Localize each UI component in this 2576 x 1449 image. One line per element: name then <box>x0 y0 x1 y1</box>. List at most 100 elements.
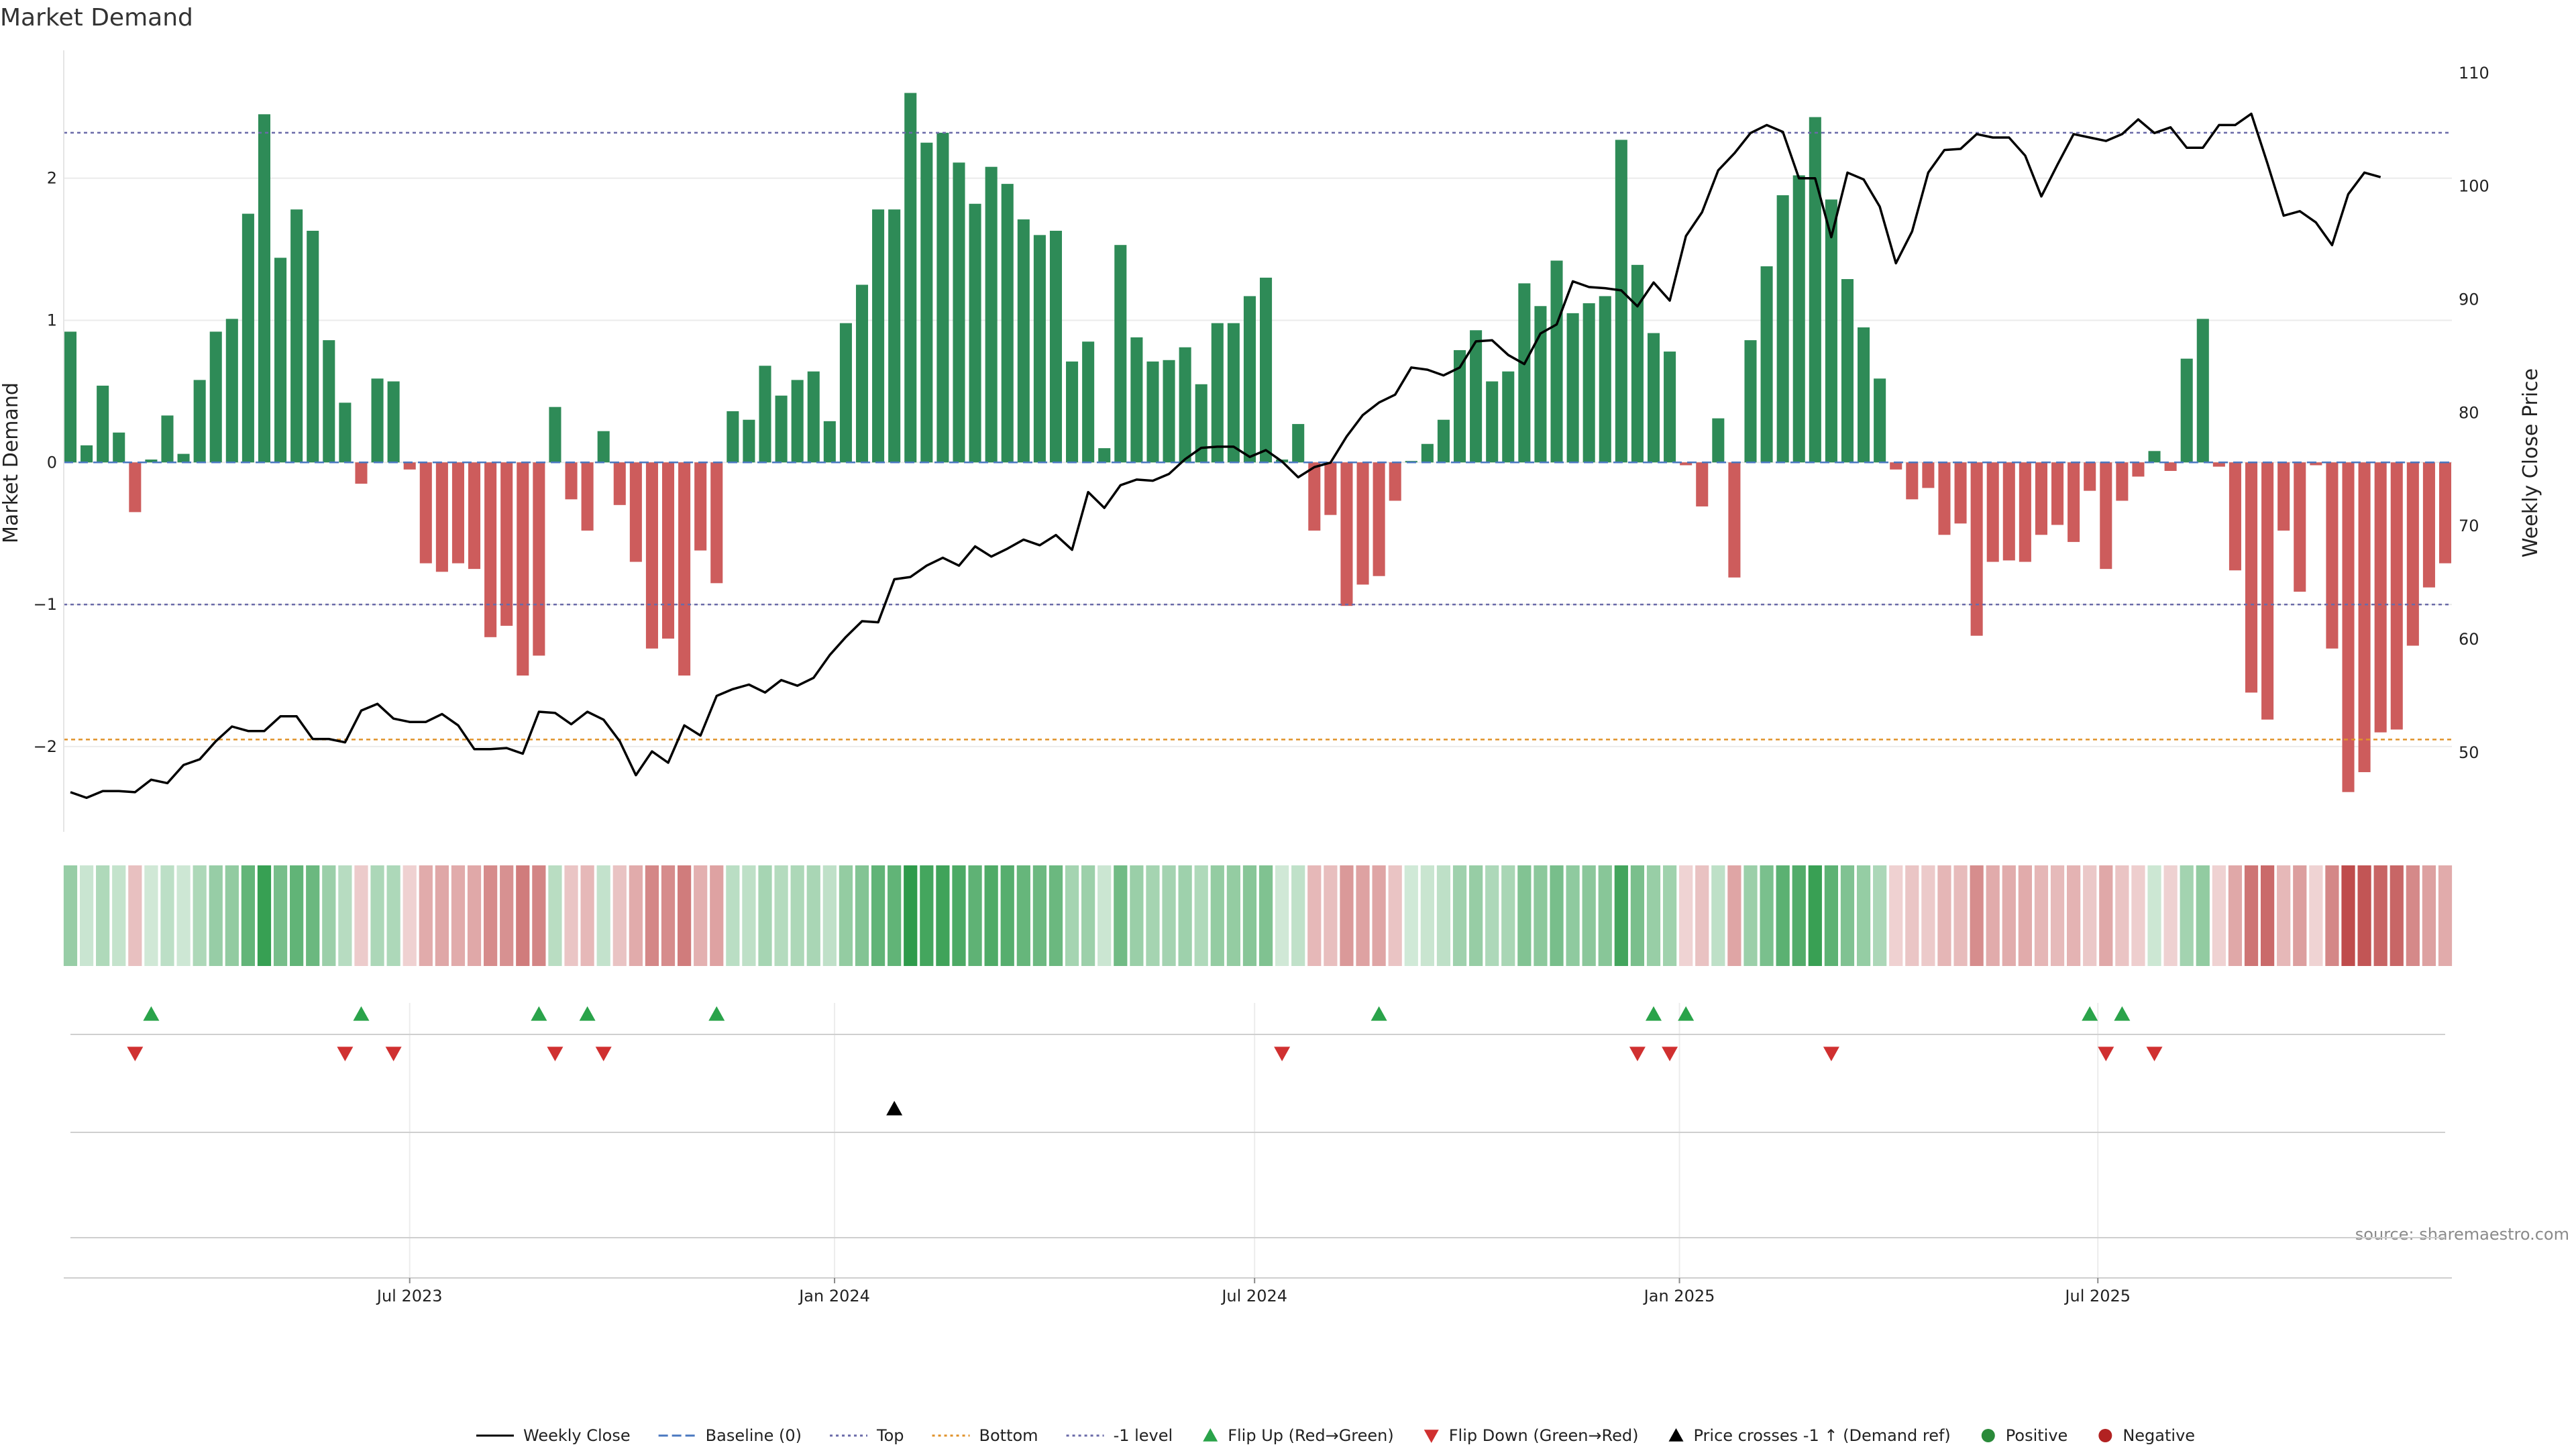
positive-demand-bar <box>1453 350 1466 463</box>
y-tick-label-left: 2 <box>47 169 57 188</box>
positive-demand-bar <box>1809 117 1821 463</box>
heatmap-cell <box>2422 865 2436 966</box>
heatmap-cell <box>1178 865 1192 966</box>
heatmap-cell <box>1824 865 1839 966</box>
positive-demand-bar <box>953 162 965 463</box>
heatmap-cell <box>144 865 158 966</box>
heatmap-cell <box>1372 865 1386 966</box>
heatmap-cell <box>273 865 288 966</box>
x-tick-label: Jan 2025 <box>1643 1287 1715 1305</box>
legend: Weekly Close Baseline (0) Top Bottom -1 leve… <box>476 1426 2195 1445</box>
legend-swatch-triangle <box>1668 1428 1684 1442</box>
heatmap-cell <box>1258 865 1273 966</box>
heatmap-cell <box>160 865 174 966</box>
heatmap-cell <box>209 865 223 966</box>
heatmap-cell <box>742 865 756 966</box>
negative-demand-bar <box>2084 462 2096 491</box>
negative-demand-bar <box>661 462 675 639</box>
flip-down-marker <box>385 1046 402 1061</box>
heatmap-cell <box>2180 865 2194 966</box>
heatmap-cell <box>63 865 78 966</box>
positive-demand-bar <box>1664 352 1676 463</box>
positive-demand-bar <box>1615 140 1627 463</box>
heatmap-cell <box>1937 865 1951 966</box>
flip-down-marker <box>337 1046 354 1061</box>
negative-demand-bar <box>2229 462 2241 571</box>
heatmap-cell <box>1324 865 1338 966</box>
heatmap-cell <box>1921 865 1935 966</box>
negative-demand-bar <box>2019 462 2031 562</box>
y-tick-label-right: 100 <box>2459 177 2489 196</box>
heatmap-cell <box>96 865 110 966</box>
positive-demand-bar <box>274 258 287 463</box>
heatmap-cell <box>1970 865 1984 966</box>
positive-demand-bar <box>1825 199 1837 463</box>
y-tick-label-right: 110 <box>2459 64 2489 83</box>
heatmap-cell <box>1194 865 1208 966</box>
heatmap-cell <box>1065 865 1079 966</box>
legend-label: Baseline (0) <box>706 1426 802 1445</box>
flip-up-marker <box>353 1006 370 1021</box>
flip-signals-panel <box>70 1006 2445 1061</box>
positive-demand-bar <box>1146 361 1159 463</box>
negative-demand-bar <box>1696 462 1709 506</box>
heatmap-cell <box>435 865 449 966</box>
heatmap-cell <box>1889 865 1903 966</box>
heatmap-cell <box>1485 865 1499 966</box>
heatmap-cell <box>2373 865 2387 966</box>
heatmap-cell <box>128 865 142 966</box>
flip-down-marker <box>1662 1046 1678 1061</box>
heatmap-cell <box>1081 865 1095 966</box>
demand-heatmap-strip <box>63 865 2453 966</box>
flip-up-marker <box>143 1006 160 1021</box>
heatmap-cell <box>2002 865 2016 966</box>
heatmap-cell <box>2244 865 2259 966</box>
heatmap-cell <box>677 865 692 966</box>
heatmap-cell <box>822 865 837 966</box>
heatmap-cell <box>1356 865 1370 966</box>
heatmap-cell <box>1840 865 1855 966</box>
negative-demand-bar <box>2245 462 2258 693</box>
heatmap-cell <box>871 865 885 966</box>
positive-demand-bar <box>1292 424 1305 463</box>
negative-demand-bar <box>2035 462 2047 535</box>
negative-demand-bar <box>1922 462 1935 488</box>
negative-demand-bar <box>533 462 545 656</box>
heatmap-cell <box>419 865 433 966</box>
legend-item: Flip Up (Red→Green) <box>1203 1426 1394 1445</box>
y-tick-label-right: 50 <box>2459 743 2479 762</box>
y-tick-label-left: 1 <box>47 311 57 329</box>
positive-demand-bar <box>80 445 93 463</box>
positive-demand-bar <box>113 432 125 463</box>
y-tick-label-right: 80 <box>2459 403 2479 422</box>
heatmap-cell <box>402 865 417 966</box>
positive-demand-bar <box>1599 296 1611 463</box>
positive-demand-bar <box>1502 371 1515 463</box>
heatmap-cell <box>257 865 272 966</box>
positive-demand-bar <box>1163 360 1175 463</box>
legend-item: Price crosses -1 ↑ (Demand ref) <box>1668 1426 1951 1445</box>
negative-demand-bar <box>1308 462 1321 531</box>
heatmap-cell <box>2196 865 2210 966</box>
positive-demand-bar <box>743 419 755 463</box>
positive-demand-bar <box>323 340 335 463</box>
positive-demand-bar <box>969 203 981 463</box>
negative-demand-bar <box>2358 462 2371 773</box>
positive-demand-bar <box>2196 319 2209 463</box>
positive-demand-bar <box>339 402 352 463</box>
heatmap-cell <box>1242 865 1257 966</box>
negative-demand-bar <box>2342 462 2355 792</box>
y-tick-label-left: −1 <box>34 595 57 614</box>
y-tick-label-left: 0 <box>47 453 57 472</box>
heatmap-cell <box>2050 865 2065 966</box>
heatmap-cell <box>1146 865 1160 966</box>
heatmap-cell <box>1210 865 1224 966</box>
legend-label: Flip Down (Green→Red) <box>1449 1426 1639 1445</box>
heatmap-cell <box>2260 865 2275 966</box>
x-tick-label: Jul 2023 <box>376 1287 443 1305</box>
price-cross-panel <box>70 1101 2445 1133</box>
heatmap-cell <box>2293 865 2307 966</box>
legend-item: Top <box>830 1426 904 1445</box>
positive-demand-bar <box>1098 448 1111 463</box>
positive-demand-bar <box>177 453 190 463</box>
